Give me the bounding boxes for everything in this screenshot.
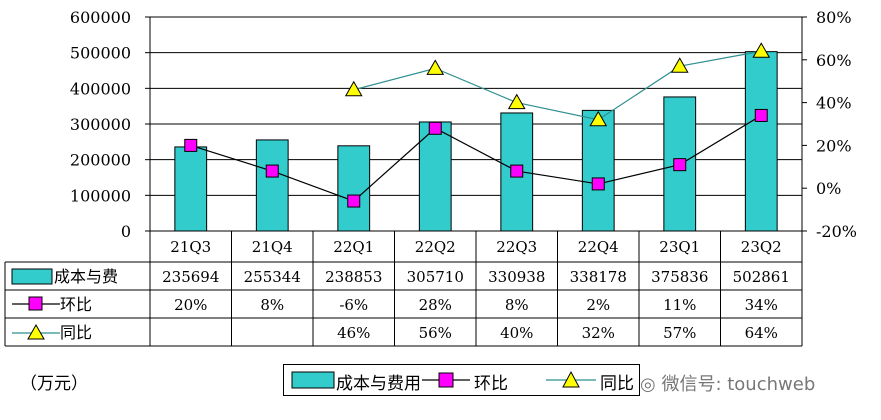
yoy-marker xyxy=(507,93,526,110)
table-cell: 32% xyxy=(582,324,615,342)
legend-bar-swatch xyxy=(291,371,335,389)
category-label: 23Q1 xyxy=(659,238,700,256)
table-cell: 11% xyxy=(663,296,696,314)
bar xyxy=(337,145,371,232)
table-cell: 46% xyxy=(337,324,370,342)
category-label: 22Q1 xyxy=(333,238,374,256)
category-label: 23Q2 xyxy=(741,238,782,256)
mom-marker xyxy=(754,108,768,122)
y-tick-label: 100000 xyxy=(70,186,131,205)
legend-mom-label: 环比 xyxy=(474,374,508,394)
table-cell: 57% xyxy=(663,324,696,342)
legend-mom-marker xyxy=(438,372,454,388)
mom-marker xyxy=(265,164,279,178)
table-cell: 255344 xyxy=(244,268,301,286)
category-label: 21Q3 xyxy=(170,238,211,256)
table-cell: 20% xyxy=(174,296,207,314)
y2-tick-label: 60% xyxy=(816,51,852,70)
category-label: 22Q3 xyxy=(496,238,537,256)
table-cell: 330938 xyxy=(488,268,545,286)
legend: 成本与费用 环比 同比 xyxy=(283,364,640,396)
row-header: 同比 xyxy=(60,323,92,342)
y-tick-label: 500000 xyxy=(70,44,131,63)
table-cell: 8% xyxy=(260,296,284,314)
series-line xyxy=(190,114,762,202)
row-header: 成本与费 xyxy=(54,267,118,286)
mom-marker xyxy=(510,164,524,178)
yoy-marker xyxy=(589,110,608,127)
table-cell: 238853 xyxy=(325,268,382,286)
y-tick-label: 200000 xyxy=(70,151,131,170)
yoy-marker xyxy=(670,57,689,73)
y2-tick-label: 40% xyxy=(816,94,852,113)
row-header: 环比 xyxy=(60,295,92,314)
unit-label: （万元） xyxy=(20,374,88,394)
table-cell: 2% xyxy=(586,296,610,314)
table-cell: 34% xyxy=(745,296,778,314)
category-label: 21Q4 xyxy=(252,238,293,256)
mom-marker xyxy=(184,138,198,152)
bar xyxy=(255,139,289,232)
y2-tick-label: 20% xyxy=(816,136,852,155)
table-cell: 338178 xyxy=(570,268,627,286)
bar xyxy=(744,51,778,232)
bar xyxy=(174,146,208,232)
watermark-text: 微信号: touchweb xyxy=(661,374,816,395)
table-cell: 64% xyxy=(745,324,778,342)
row-mom-marker xyxy=(28,296,43,311)
table-cell: 56% xyxy=(419,324,452,342)
table-cell: 502861 xyxy=(733,268,790,286)
category-label: 22Q4 xyxy=(578,238,619,256)
y2-tick-label: 0% xyxy=(816,179,841,198)
table-cell: -6% xyxy=(339,296,368,314)
mom-marker xyxy=(347,194,361,208)
bar xyxy=(581,109,615,232)
category-label: 22Q2 xyxy=(415,238,456,256)
mom-marker xyxy=(428,121,442,135)
y-tick-label: 600000 xyxy=(70,8,131,27)
y-tick-label: 400000 xyxy=(70,79,131,98)
table-cell: 375836 xyxy=(651,268,708,286)
legend-symbols xyxy=(291,370,596,389)
yoy-marker xyxy=(344,80,363,97)
row-yoy-marker xyxy=(27,323,45,340)
y2-tick-label: -20% xyxy=(816,222,857,241)
table-cell: 235694 xyxy=(162,268,219,286)
table-cell: 40% xyxy=(500,324,533,342)
yoy-marker xyxy=(752,42,771,58)
bar xyxy=(418,121,452,232)
watermark: ◎ 微信号: touchweb xyxy=(640,370,815,396)
legend-yoy-marker xyxy=(562,370,580,388)
y2-tick-label: 80% xyxy=(816,8,852,27)
mom-marker xyxy=(591,177,605,191)
row-bar-swatch xyxy=(11,268,53,285)
mom-marker xyxy=(673,158,687,172)
table-cell: 28% xyxy=(419,296,452,314)
wechat-icon: ◎ xyxy=(640,374,656,395)
series-line xyxy=(353,50,762,121)
legend-yoy-label: 同比 xyxy=(600,374,634,394)
y-tick-label: 0 xyxy=(121,222,131,241)
y-tick-label: 300000 xyxy=(70,115,131,134)
legend-bar-label: 成本与费用 xyxy=(336,374,421,394)
table-cell: 305710 xyxy=(407,268,464,286)
table-cell: 8% xyxy=(505,296,529,314)
yoy-marker xyxy=(426,59,445,75)
